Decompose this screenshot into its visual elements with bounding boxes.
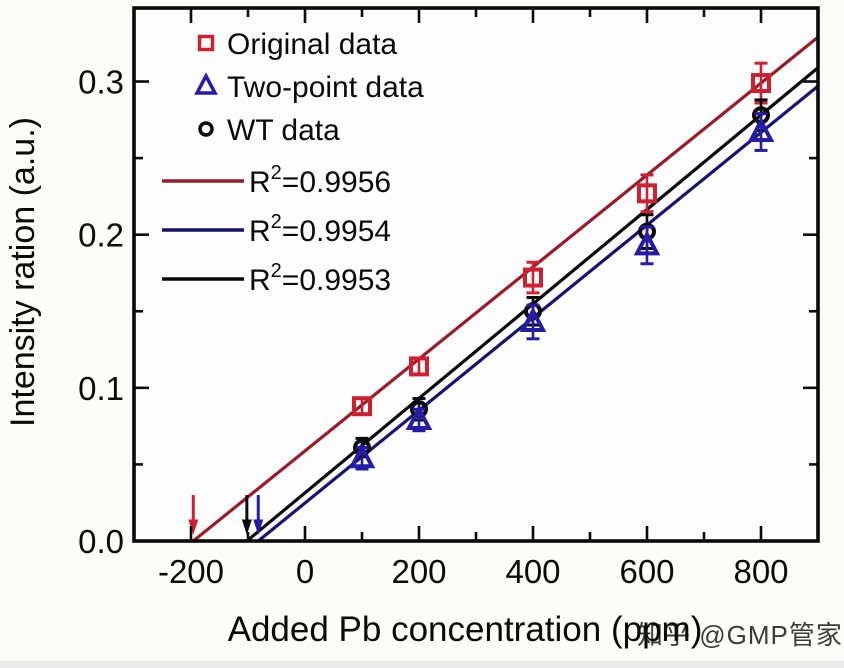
axis-ticks	[135, 9, 817, 543]
marker-square	[352, 396, 372, 417]
x-intercept-arrow-head	[253, 519, 264, 535]
x-intercept-arrows	[188, 495, 264, 535]
marker-triangle	[747, 116, 775, 143]
legend-label: WT data	[227, 114, 340, 147]
legend: Original data Two-point data WT data R2=0.9…	[162, 28, 424, 297]
marker-square	[637, 183, 657, 204]
marker-circle	[198, 121, 214, 137]
y-tick-label: 0.1	[78, 370, 124, 407]
x-tick-label: 0	[296, 553, 314, 590]
x-tick-label: 600	[619, 553, 674, 590]
marker-square	[409, 356, 429, 377]
r2-label: R2=0.9954	[249, 211, 391, 248]
x-tick-label: -200	[158, 553, 224, 590]
marker-triangle	[348, 442, 376, 469]
y-tick-label: 0.0	[78, 523, 124, 560]
series-two-point-data	[348, 112, 775, 471]
marker-square	[197, 34, 215, 52]
plot-frame	[132, 6, 820, 543]
legend-label: Original data	[227, 28, 397, 61]
x-axis-title: Added Pb concentration (ppm)	[228, 610, 703, 649]
tick-labels: -200 0 200 400 600 800 0.0 0.1 0.2 0.3	[78, 64, 788, 590]
marker-triangle	[194, 72, 218, 95]
x-intercept-arrow-head	[188, 519, 199, 535]
marker-triangle	[405, 404, 433, 431]
r2-label: R2=0.9956	[249, 162, 391, 199]
marker-triangle	[633, 230, 661, 256]
plot-background	[134, 8, 818, 541]
x-intercept-arrow-head	[241, 519, 252, 535]
r2-label: R2=0.9953	[249, 260, 391, 297]
x-tick-label: 800	[733, 553, 788, 590]
fit-line	[192, 35, 820, 543]
y-tick-label: 0.3	[78, 64, 124, 101]
bottom-strip	[0, 661, 844, 668]
x-tick-label: 400	[505, 553, 560, 590]
x-tick-label: 200	[391, 553, 446, 590]
marker-square	[523, 267, 543, 288]
marker-square	[751, 73, 771, 94]
y-tick-label: 0.2	[78, 217, 124, 254]
series-original-data	[352, 61, 771, 417]
watermark: 知乎 @GMP管家	[637, 620, 843, 650]
marker-triangle	[519, 306, 547, 332]
legend-label: Two-point data	[227, 71, 424, 104]
y-axis-title: Intensity ration (a.u.)	[4, 117, 42, 427]
